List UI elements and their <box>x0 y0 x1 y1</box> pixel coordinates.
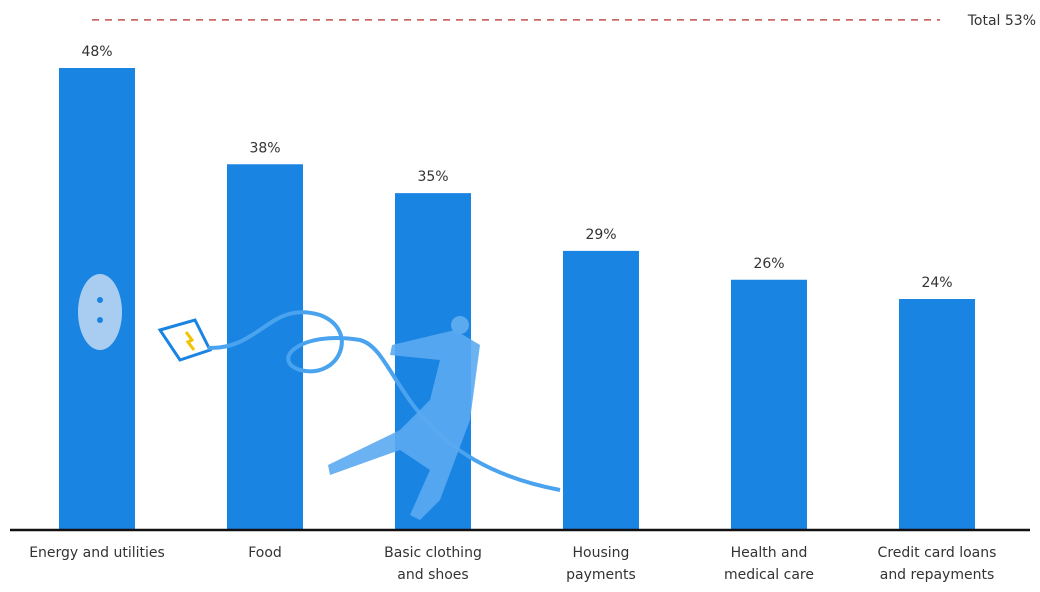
value-label: 26% <box>753 256 784 272</box>
reference-label: Total 53% <box>967 13 1036 29</box>
x-tick-label: Food <box>248 545 282 561</box>
value-label: 35% <box>417 169 448 185</box>
bar <box>899 299 975 530</box>
outlet-hole <box>97 317 103 323</box>
value-label: 24% <box>921 275 952 291</box>
x-tick-label: Credit card loans and repayments <box>877 545 997 583</box>
cable <box>207 310 561 492</box>
bar <box>731 279 807 530</box>
bar <box>563 250 639 530</box>
value-label: 38% <box>249 140 280 156</box>
x-tick-label: Energy and utilities <box>29 545 165 561</box>
outlet <box>78 274 122 350</box>
value-label: 29% <box>585 227 616 243</box>
x-tick-label: Housing payments <box>566 545 636 583</box>
illustration <box>78 274 561 520</box>
plug-bolt <box>184 331 196 351</box>
bar <box>227 164 303 530</box>
x-tick-label: Basic clothing and shoes <box>384 545 482 583</box>
value-label: 48% <box>81 44 112 60</box>
person <box>328 330 480 520</box>
x-tick-label: Health and medical care <box>724 545 814 583</box>
outlet-hole <box>97 297 103 303</box>
plug <box>157 318 213 362</box>
person-head <box>451 316 469 334</box>
